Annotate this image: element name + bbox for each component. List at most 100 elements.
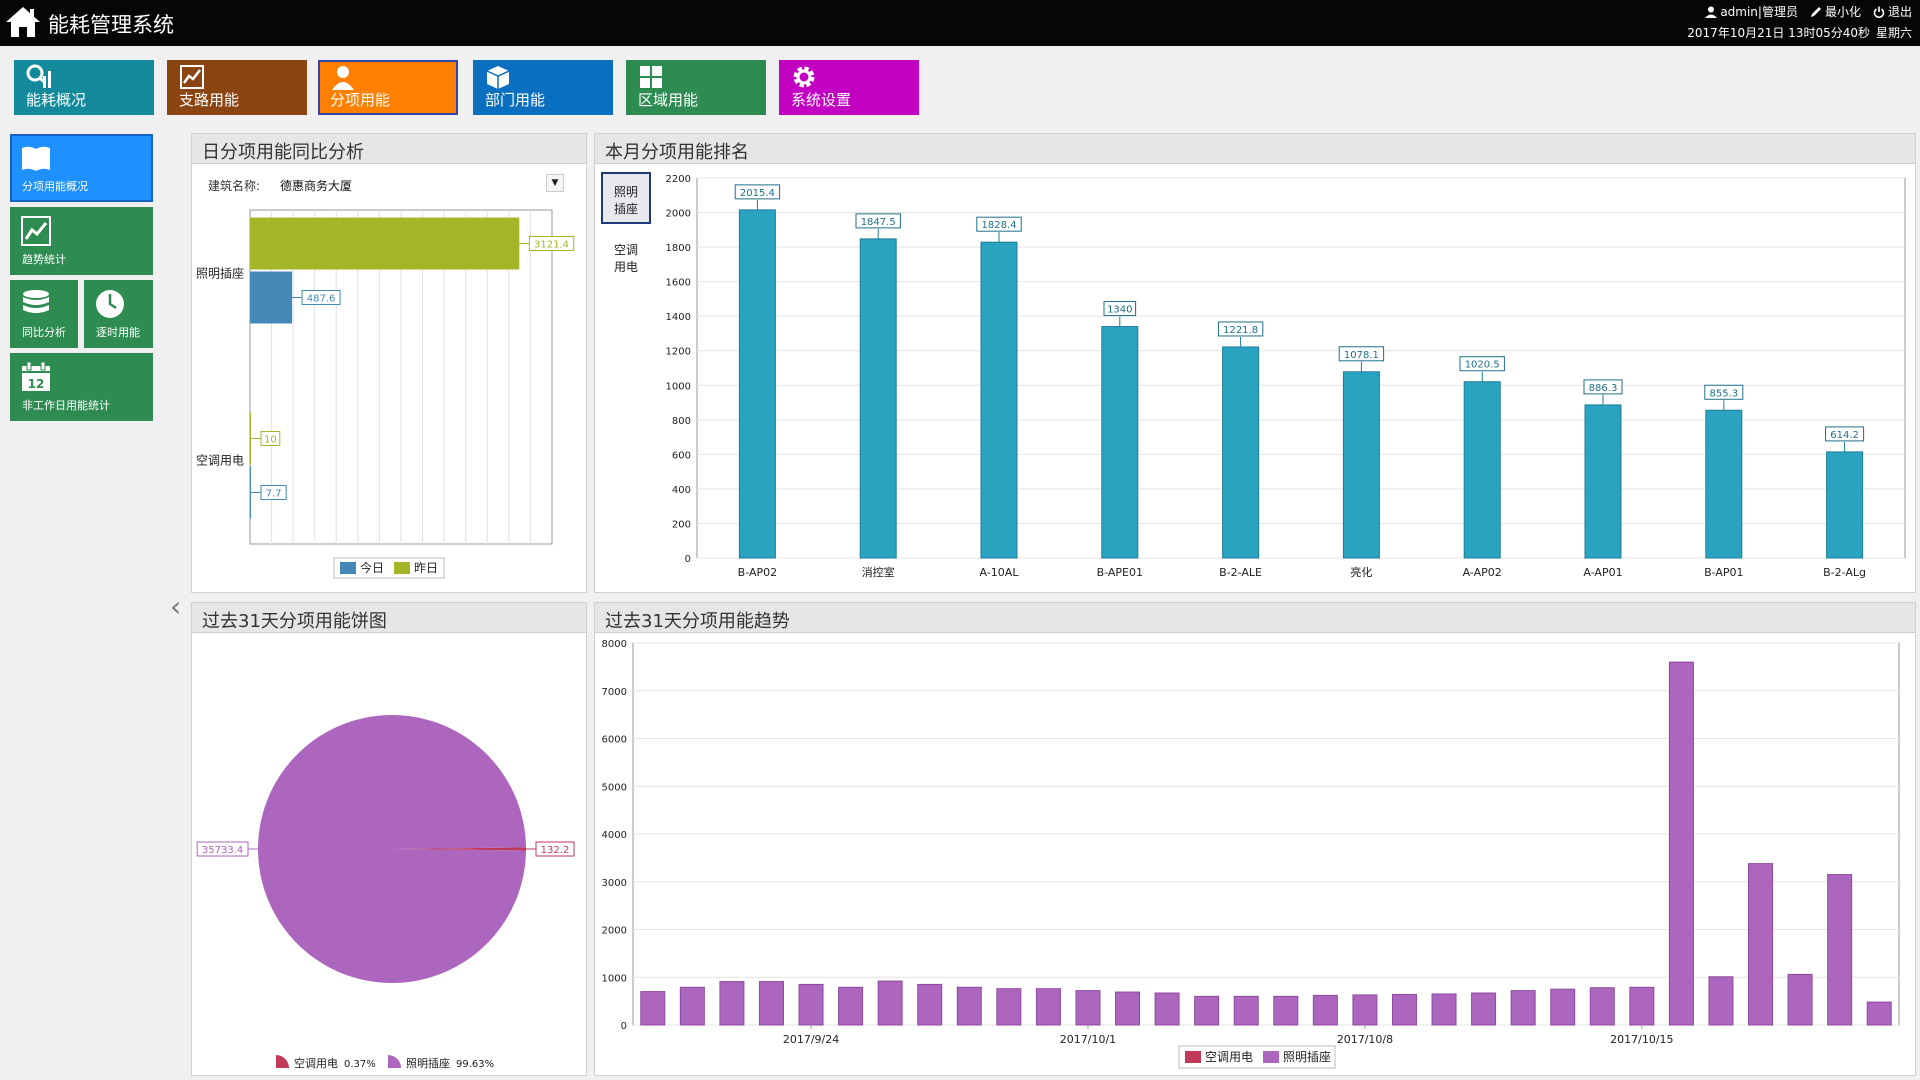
plot-area [696,177,1906,559]
chevron-down-icon[interactable]: ▼ [546,174,564,192]
bar [1668,661,1694,1026]
bar [956,986,982,1026]
sidebar-item-subitem-overview[interactable]: 分项用能概况 [10,134,153,202]
trend-chart-icon [21,216,51,246]
minimize-button[interactable]: 最小化 [1810,3,1861,20]
panel-title: 过去31天分项用能饼图 [192,603,586,633]
gear-icon [793,66,815,88]
nav-label: 系统设置 [791,91,852,109]
data-label: 886.3 [1589,383,1618,394]
legend-label: 今日 [360,560,384,575]
y-tick-label: 200 [672,519,691,530]
nav-label: 区域用能 [638,91,699,109]
bar [1463,381,1501,559]
y-tick-label: 600 [672,450,691,461]
legend-percent: 0.37% [344,1059,376,1070]
bar [250,412,251,465]
current-weekday: 星期六 [1875,26,1912,40]
building-select[interactable]: 建筑名称: 德惠商务大厦 ▼ [196,170,582,198]
pie-chart: 132.2 35733.4 空调用电 0.37% 照明插座 99.63% [196,715,575,1070]
bar [1826,451,1864,559]
data-label: 35733.4 [202,845,243,856]
nav-department-energy[interactable]: 部门用能 [473,60,613,115]
tab-label-line2: 插座 [613,202,638,216]
category-label: 空调用电 [196,454,244,468]
x-tick-label: B-2-ALg [1823,566,1866,579]
data-label: 1847.5 [861,217,896,228]
nav-energy-overview[interactable]: 能耗概况 [14,60,154,115]
data-label-box [260,485,287,500]
nav-system-settings[interactable]: 系统设置 [779,60,919,115]
home-icon[interactable] [4,4,42,40]
cube-icon [486,66,510,89]
user-icon [1705,6,1718,18]
nav-area-energy[interactable]: 区域用能 [626,60,766,115]
bar [1589,987,1615,1026]
x-tick-label: B-AP02 [738,566,777,579]
y-tick-label: 3000 [602,878,627,889]
legend-label: 照明插座 [1283,1049,1331,1064]
bar [1233,995,1259,1026]
bar [996,988,1022,1026]
x-tick-label: 亮化 [1350,565,1372,579]
data-label-box [1459,356,1505,372]
legend-percent: 99.63% [456,1059,494,1070]
legend-label: 空调用电 [294,1056,338,1070]
bar [1827,874,1853,1026]
legend-label: 空调用电 [1205,1050,1253,1064]
database-icon [23,290,49,313]
x-tick-label: 2017/10/15 [1610,1033,1673,1046]
bar [1866,1001,1892,1026]
y-tick-label: 2200 [666,174,691,185]
data-label: 1340 [1107,305,1132,316]
sidebar-item-nonworkday[interactable]: 12 非工作日用能统计 [10,353,153,421]
tab-lighting-socket[interactable]: 照明 插座 [601,172,651,224]
data-label: 132.2 [541,845,570,856]
bar [798,983,824,1026]
x-tick-label: B-2-ALE [1219,566,1262,579]
legend-box [1178,1045,1336,1069]
sidebar-item-label: 非工作日用能统计 [22,399,110,412]
data-label: 1221.8 [1223,325,1258,336]
bar [1075,990,1101,1026]
sidebar-item-hourly[interactable]: 逐时用能 [84,280,153,348]
y-tick-label: 1200 [666,347,691,358]
bar [679,986,705,1026]
bar [1550,988,1576,1026]
sidebar-item-label: 逐时用能 [96,326,140,339]
legend-label: 照明插座 [406,1056,450,1070]
power-icon [1873,6,1885,18]
nav-subitem-energy[interactable]: 分项用能 [318,60,458,115]
x-tick-label: 2017/10/1 [1060,1033,1116,1046]
trend-chart-icon [180,65,204,89]
top-bar: 能耗管理系统 admin|管理员 最小化 退出 2017年10月21日 13时0… [0,0,1920,46]
legend-swatch [394,562,410,574]
bar [719,981,745,1026]
data-label: 855.3 [1709,388,1738,399]
y-tick-label: 4000 [602,830,627,841]
collapse-sidebar-icon[interactable]: ‹ [170,590,182,623]
panel-title: 过去31天分项用能趋势 [595,603,1915,633]
user-menu[interactable]: admin|管理员 [1705,3,1798,20]
person-icon [332,66,354,90]
nav-branch-energy[interactable]: 支路用能 [167,60,307,115]
tab-air-conditioning[interactable]: 空调 用电 [601,232,651,284]
bar [738,209,776,559]
y-tick-label: 2000 [602,926,627,937]
logout-button[interactable]: 退出 [1873,3,1912,20]
sidebar-item-trend[interactable]: 趋势统计 [10,207,153,275]
pie-panel: 过去31天分项用能饼图 132.2 35733.4 空调用电 0.37% 照明插座 99.… [191,602,587,1076]
data-label: 2015.4 [740,188,775,199]
x-tick-label: B-APE01 [1097,566,1143,579]
bar [250,271,293,324]
data-label: 7.7 [266,489,282,500]
pie-slice [392,847,526,851]
trend-chart: 0 1000 2000 3000 4000 5000 6000 7000 8000 2017/9/… [602,639,1900,1069]
y-tick-label: 0 [621,1021,627,1032]
bar [1312,994,1338,1026]
nav-label: 部门用能 [485,91,546,109]
y-tick-label: 7000 [602,687,627,698]
clock-icon [96,290,124,318]
bar [877,980,903,1026]
sidebar-item-yoy[interactable]: 同比分析 [10,280,78,348]
